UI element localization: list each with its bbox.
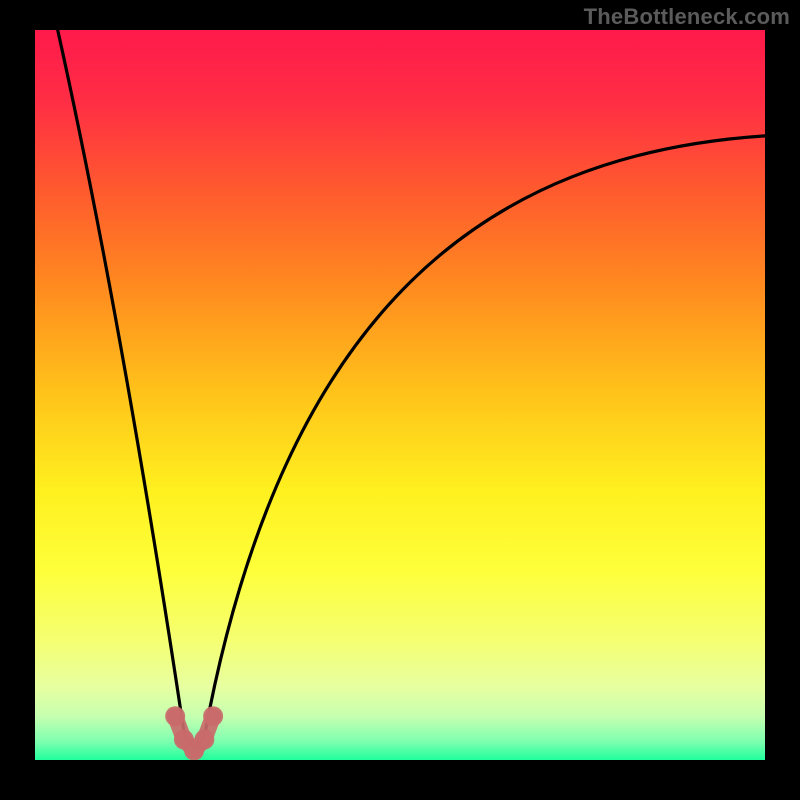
notch-marker [194, 730, 214, 750]
chart-stage: TheBottleneck.com [0, 0, 800, 800]
bottleneck-chart [0, 0, 800, 800]
notch-marker [165, 706, 185, 726]
watermark-label: TheBottleneck.com [584, 4, 790, 30]
notch-marker [203, 706, 223, 726]
plot-background [35, 30, 765, 760]
